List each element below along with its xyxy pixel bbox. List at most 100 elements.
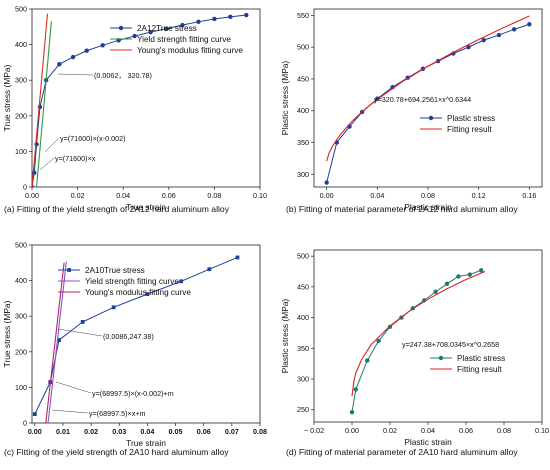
data-point xyxy=(207,267,212,272)
y-tick-label: 200 xyxy=(15,347,27,356)
y-tick-label: 300 xyxy=(15,312,27,321)
series-line-1 xyxy=(36,21,52,187)
data-point xyxy=(349,409,355,415)
data-point xyxy=(179,279,184,284)
x-tick-label: 0.08 xyxy=(207,191,221,200)
x-tick-label: 0.06 xyxy=(162,191,176,200)
data-point xyxy=(481,37,486,43)
data-point xyxy=(57,338,61,342)
legend-label: Yield strength fitting curve xyxy=(137,35,231,44)
data-point xyxy=(527,22,532,27)
series-line-1 xyxy=(47,261,67,423)
data-point xyxy=(444,281,450,286)
y-tick-label: 300 xyxy=(297,170,309,179)
y-axis-label: Plastic stress (MPa) xyxy=(280,61,290,136)
y-tick-label: 450 xyxy=(297,74,309,83)
annotation: y=(68997.5)×(x-0.002)+m xyxy=(92,389,174,398)
x-tick-label: 0.04 xyxy=(140,427,154,436)
legend-label: Young's modulus fitting curve xyxy=(85,288,191,297)
y-axis-label: Plastic stress (MPa) xyxy=(280,299,290,374)
x-tick-label: 0.02 xyxy=(84,427,98,436)
x-axis-label: Plastic strain xyxy=(404,437,452,447)
legend-label: 2A12True stress xyxy=(137,24,197,33)
y-tick-label: 250 xyxy=(297,405,309,414)
y-tick-label: 500 xyxy=(297,43,309,52)
y-tick-label: 500 xyxy=(15,5,27,14)
data-point xyxy=(466,44,471,50)
data-point xyxy=(433,289,438,294)
data-point xyxy=(100,43,105,48)
data-point xyxy=(84,48,89,53)
chart-caption: (c) Fitting of the yield strength of 2A1… xyxy=(4,447,229,457)
annotation: y=(68997.5)×x+m xyxy=(89,409,146,418)
data-point xyxy=(148,29,153,35)
chart-caption: (b) Fitting of material parameter of 2A1… xyxy=(286,204,518,214)
annotation: (0.0062， 320.78) xyxy=(94,71,152,80)
data-point xyxy=(235,255,240,260)
legend: 2A10True stress Yield strength fitting cu… xyxy=(58,266,191,297)
series-line-0 xyxy=(32,14,247,187)
x-tick-label: 0.01 xyxy=(56,427,70,436)
y-tick-label: 400 xyxy=(15,40,27,49)
data-point xyxy=(196,19,201,25)
legend: 2A12True stress Yield strength fitting cu… xyxy=(110,24,243,55)
data-point xyxy=(57,61,62,67)
annotation-leader xyxy=(55,381,92,394)
y-tick-label: 350 xyxy=(297,344,309,353)
x-tick-label: 0.04 xyxy=(370,191,384,200)
x-tick-label: 0.00 xyxy=(345,426,359,435)
data-point xyxy=(70,54,76,60)
data-point xyxy=(32,412,37,416)
annotation-leader xyxy=(57,328,103,337)
chart-b: 0.00 0.04 0.08 0.12 0.16 300 350 400 450 500 550 Pl… xyxy=(280,8,543,214)
data-point xyxy=(145,292,150,297)
legend-marker xyxy=(118,25,124,31)
data-point xyxy=(496,32,502,38)
y-tick-label: 500 xyxy=(15,241,27,250)
series-line-2 xyxy=(45,262,65,423)
legend-label: Yield strength fitting curve xyxy=(85,277,179,286)
data-point xyxy=(180,22,185,28)
series-group xyxy=(32,12,249,187)
x-tick-label: − 0.02 xyxy=(304,426,324,435)
data-point xyxy=(37,104,43,110)
annotation-leader xyxy=(51,409,89,414)
x-tick-label: 0.06 xyxy=(459,426,473,435)
chart-caption: (a) Fitting of the yield strength of 2A1… xyxy=(4,204,230,214)
x-tick-label: 0.16 xyxy=(522,191,536,200)
y-tick-label: 200 xyxy=(15,111,27,120)
legend-label: Fitting result xyxy=(447,125,492,134)
x-tick-label: 0.04 xyxy=(421,426,435,435)
chart-c: 0.00 0.01 0.02 0.03 0.04 0.05 0.06 0.07 0.08 0 100… xyxy=(2,241,267,458)
data-point xyxy=(34,142,39,147)
data-point xyxy=(324,180,329,185)
legend-label: 2A10True stress xyxy=(85,266,145,275)
y-tick-label: 450 xyxy=(297,282,309,291)
annotation: y=320.78+694.2561×x^0.6344 xyxy=(374,95,471,104)
legend-label: Plastic stress xyxy=(447,114,495,123)
data-point xyxy=(467,272,472,277)
series-line-1 xyxy=(326,15,530,162)
x-tick-label: 0.03 xyxy=(112,427,126,436)
series-group xyxy=(32,255,240,423)
y-tick-label: 350 xyxy=(297,138,309,147)
data-point xyxy=(479,268,484,273)
x-tick-label: 0.00 xyxy=(320,191,334,200)
x-tick-label: 0.08 xyxy=(421,191,435,200)
data-point xyxy=(111,305,116,310)
chart-d: − 0.02 0.00 0.02 0.04 0.06 0.08 0.10 250 300 350 4… xyxy=(280,249,549,457)
series-line-1 xyxy=(351,270,486,397)
annotation: y=(71600)×x xyxy=(55,154,96,163)
x-tick-label: 0.02 xyxy=(383,426,397,435)
annotation: y=(71600)×(x-0.002) xyxy=(60,134,126,143)
data-point xyxy=(228,14,233,20)
x-axis-label: True strain xyxy=(126,438,166,448)
data-point xyxy=(164,26,169,31)
plot-frame xyxy=(313,249,543,423)
series-line-2 xyxy=(32,13,49,187)
chart-a: 0.00 0.02 0.04 0.06 0.08 0.10 0 100 200 300 400 500… xyxy=(2,5,267,215)
x-axis-label: Plastic strain xyxy=(404,202,452,212)
legend: Plastic stress Fitting result xyxy=(430,354,505,374)
